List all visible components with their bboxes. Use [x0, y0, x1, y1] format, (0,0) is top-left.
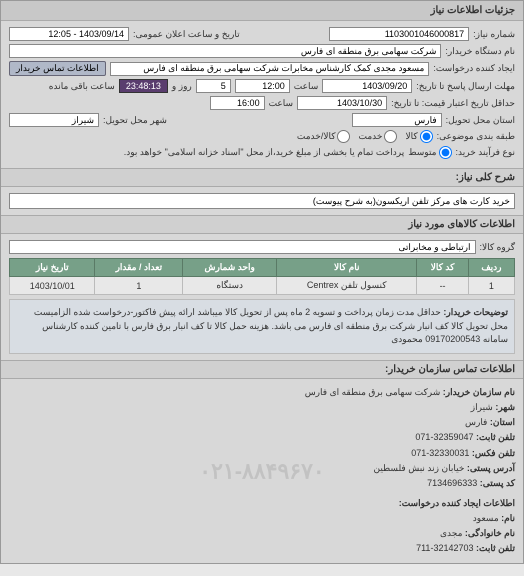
td-qty: 1 — [95, 277, 183, 295]
lname-label: نام خانوادگی: — [465, 528, 515, 538]
days-and-label: روز و — [172, 81, 192, 92]
city-label: شهر محل تحویل: — [103, 115, 167, 126]
city-input[interactable] — [9, 113, 99, 127]
device-name-input[interactable] — [9, 44, 441, 58]
time-label-1: ساعت — [294, 81, 319, 92]
need-section-header: شرح کلی نیاز: — [1, 168, 523, 187]
remaining-time-badge: 23:48:13 — [119, 79, 168, 93]
contact-section-header: اطلاعات تماس سازمان خریدار: — [1, 360, 523, 379]
radio-service[interactable] — [384, 130, 397, 143]
price-validity-date-input[interactable] — [297, 96, 387, 110]
goods-section-header: اطلاعات کالاهای مورد نیاز — [1, 215, 523, 234]
process-note: پرداخت تمام یا بخشی از مبلغ خرید،از محل … — [124, 147, 404, 158]
description-box: توضیحات خریدار: حداقل مدت زمان پرداخت و … — [9, 299, 515, 354]
td-unit: دستگاه — [183, 277, 277, 295]
contact-section: ۰۲۱-۸۸۴۹۶۷۰ نام سازمان خریدار: شرکت سهام… — [1, 379, 523, 563]
th-name: نام کالا — [277, 259, 417, 277]
radio-goods-label[interactable]: کالا — [405, 130, 432, 143]
deadline-time-input[interactable] — [235, 79, 290, 93]
creator-input[interactable] — [110, 62, 430, 76]
th-qty: تعداد / مقدار — [95, 259, 183, 277]
td-name: کنسول تلفن Centrex — [277, 277, 417, 295]
creator-label: ایجاد کننده درخواست: — [433, 63, 515, 74]
cphone-label: تلفن ثابت: — [476, 543, 515, 553]
need-description-input[interactable] — [9, 193, 515, 209]
process-radios: متوسط — [408, 146, 451, 159]
fname-label: نام: — [501, 513, 515, 523]
radio-both-label[interactable]: کالا/خدمت — [297, 130, 351, 143]
c-fax-label: تلفن فکس: — [472, 448, 515, 458]
th-unit: واحد شمارش — [183, 259, 277, 277]
need-number-input[interactable] — [329, 27, 469, 41]
need-number-label: شماره نیاز: — [473, 29, 515, 40]
radio-medium-label[interactable]: متوسط — [408, 146, 451, 159]
buyer-contact-button[interactable]: اطلاعات تماس خریدار — [9, 61, 106, 76]
c-province-value: فارس — [465, 417, 487, 427]
remaining-label: ساعت باقی مانده — [49, 81, 115, 92]
c-city-label: شهر: — [495, 402, 515, 412]
group-type-radios: کالا خدمت کالا/خدمت — [297, 130, 433, 143]
c-province-label: استان: — [490, 417, 515, 427]
th-date: تاریخ نیاز — [10, 259, 95, 277]
goods-table: ردیف کد کالا نام کالا واحد شمارش تعداد /… — [9, 258, 515, 295]
group-type-label: طبقه بندی موضوعی: — [437, 131, 515, 142]
price-validity-time-input[interactable] — [210, 96, 265, 110]
radio-medium-text: متوسط — [408, 147, 436, 158]
radio-both[interactable] — [337, 130, 350, 143]
goods-group-input[interactable] — [9, 240, 476, 254]
table-header-row: ردیف کد کالا نام کالا واحد شمارش تعداد /… — [10, 259, 515, 277]
description-text: حداقل مدت زمان پرداخت و تسویه 2 ماه پس ا… — [34, 307, 508, 344]
lname-value: مجدی — [440, 528, 462, 538]
deadline-date-input[interactable] — [322, 79, 412, 93]
c-postal-label: کد پستی: — [480, 478, 515, 488]
td-row: 1 — [468, 277, 514, 295]
c-address-label: آدرس پستی: — [467, 463, 515, 473]
org-value: شرکت سهامی برق منطقه ای فارس — [305, 387, 441, 397]
creator-title: اطلاعات ایجاد کننده درخواست: — [9, 496, 515, 511]
price-validity-label: حداقل تاریخ اعتبار قیمت: تا تاریخ: — [391, 98, 515, 109]
c-fax-value: 32330031-071 — [411, 448, 469, 458]
radio-service-text: خدمت — [358, 131, 382, 142]
province-label: استان محل تحویل: — [446, 115, 515, 126]
page-title: جزئیات اطلاعات نیاز — [1, 1, 523, 21]
org-label: نام سازمان خریدار: — [443, 387, 515, 397]
table-row: 1 -- کنسول تلفن Centrex دستگاه 1 1403/10… — [10, 277, 515, 295]
announce-label: تاریخ و ساعت اعلان عمومی: — [133, 29, 240, 40]
fname-value: مسعود — [473, 513, 499, 523]
c-city-value: شیراز — [471, 402, 493, 412]
radio-service-label[interactable]: خدمت — [358, 130, 397, 143]
time-label-2: ساعت — [269, 98, 294, 109]
radio-medium[interactable] — [439, 146, 452, 159]
description-label: توضیحات خریدار: — [443, 307, 508, 317]
province-input[interactable] — [352, 113, 442, 127]
c-postal-value: 7134696333 — [427, 478, 477, 488]
goods-group-label: گروه کالا: — [480, 242, 515, 253]
th-code: کد کالا — [417, 259, 469, 277]
c-phone-value: 32359047-071 — [415, 432, 473, 442]
device-name-label: نام دستگاه خریدار: — [445, 46, 515, 57]
c-phone-label: تلفن ثابت: — [476, 432, 515, 442]
announce-input[interactable] — [9, 27, 129, 41]
td-date: 1403/10/01 — [10, 277, 95, 295]
radio-goods[interactable] — [420, 130, 433, 143]
th-row: ردیف — [468, 259, 514, 277]
cphone-value: 32142703-711 — [416, 543, 473, 553]
deadline-send-label: مهلت ارسال پاسخ تا تاریخ: — [416, 81, 515, 92]
radio-both-text: کالا/خدمت — [297, 131, 336, 142]
c-address-value: خیابان زند نبش فلسطین — [373, 463, 464, 473]
process-type-label: نوع فرآیند خرید: — [456, 147, 516, 158]
td-code: -- — [417, 277, 469, 295]
remaining-days-input[interactable] — [196, 79, 231, 93]
radio-goods-text: کالا — [405, 131, 417, 142]
